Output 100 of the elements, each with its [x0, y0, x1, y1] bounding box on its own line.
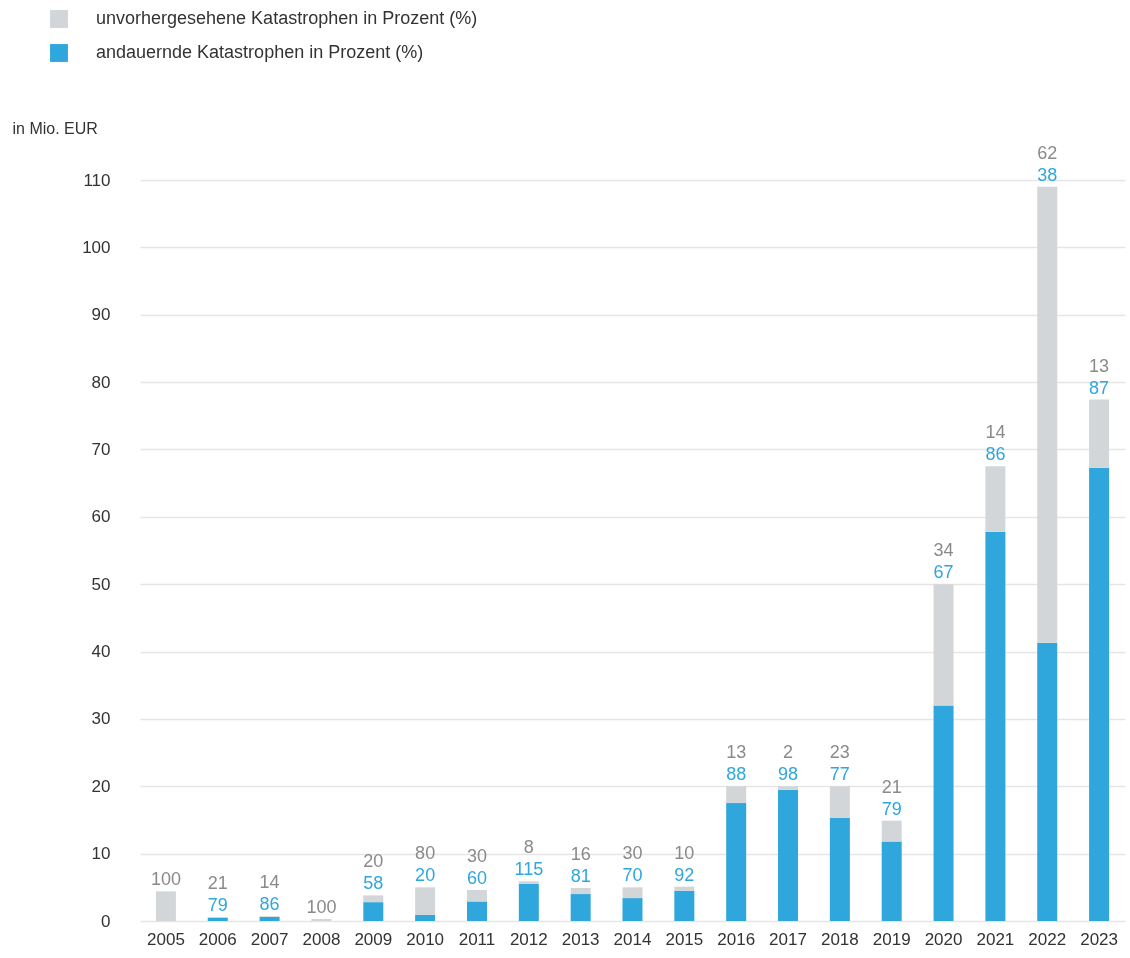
- y-tick-label: 100: [82, 237, 111, 257]
- annotation: 88: [726, 764, 747, 785]
- bar: [466, 901, 487, 921]
- annotation: 30: [466, 846, 487, 867]
- x-tick-label: 2011: [458, 929, 496, 949]
- y-tick-label: 0: [101, 911, 111, 931]
- annotation: 77: [829, 764, 850, 785]
- annotation: 13: [726, 742, 747, 763]
- y-tick-label: 70: [91, 439, 111, 459]
- x-tick-label: 2014: [613, 929, 652, 949]
- x-tick-label: 2013: [561, 929, 600, 949]
- bar: [363, 895, 384, 903]
- annotation: 38: [1037, 164, 1058, 185]
- y-axis-title: in Mio. EUR: [12, 119, 98, 137]
- bar: [622, 887, 643, 899]
- annotation: 30: [622, 843, 643, 864]
- y-tick-label: 90: [91, 305, 111, 325]
- y-tick-label: 10: [91, 844, 111, 864]
- bar: [933, 584, 954, 706]
- x-tick-label: 2007: [250, 929, 289, 949]
- x-tick-label: 2006: [198, 929, 237, 949]
- x-tick-label: 2018: [820, 929, 859, 949]
- bar: [570, 887, 591, 895]
- bar: [881, 820, 902, 842]
- bar: [155, 891, 176, 921]
- annotation: 81: [570, 865, 591, 886]
- bar: [622, 898, 643, 921]
- bar: [518, 883, 539, 921]
- annotation: 2: [783, 742, 794, 763]
- bar: [1089, 399, 1110, 468]
- x-tick-label: 2015: [665, 929, 704, 949]
- y-tick-label: 110: [83, 170, 111, 190]
- y-tick-label: 50: [91, 574, 111, 594]
- x-tick-label: 2010: [406, 929, 445, 949]
- annotation: 60: [466, 868, 487, 889]
- legend-label: andauernde Katastrophen in Prozent (%): [96, 42, 424, 62]
- annotation: 23: [829, 742, 850, 763]
- annotation: 86: [985, 444, 1006, 465]
- annotation: 79: [207, 894, 228, 915]
- annotation: 21: [207, 872, 228, 893]
- bar: [778, 789, 799, 921]
- x-tick-label: 2023: [1080, 929, 1118, 949]
- x-tick-label: 2019: [872, 929, 911, 949]
- annotation: 34: [933, 540, 954, 561]
- annotation: 20: [363, 851, 384, 872]
- annotation: 67: [933, 562, 954, 583]
- bar: [726, 803, 747, 921]
- annotation: 58: [363, 873, 384, 894]
- bar: [1037, 186, 1058, 643]
- bar: [259, 916, 280, 921]
- annotation: 86: [259, 894, 280, 915]
- x-tick-label: 2016: [717, 929, 756, 949]
- annotation: 13: [1089, 355, 1110, 376]
- annotation: 21: [881, 776, 902, 797]
- y-tick-label: 80: [91, 372, 111, 392]
- bar: [778, 786, 799, 790]
- annotation: 14: [985, 422, 1006, 443]
- bar: [363, 902, 384, 921]
- annotation: 16: [570, 843, 591, 864]
- bar: [1037, 642, 1058, 921]
- legend-label: unvorhergesehene Katastrophen in Prozent (%): [96, 8, 478, 28]
- y-tick-label: 30: [91, 709, 111, 729]
- bar: [674, 890, 695, 921]
- bar: [726, 786, 747, 804]
- x-tick-label: 2020: [924, 929, 963, 949]
- bar: [829, 817, 850, 921]
- y-tick-label: 20: [91, 776, 111, 796]
- x-tick-label: 2009: [354, 929, 393, 949]
- x-tick-label: 2022: [1028, 929, 1067, 949]
- annotation: 80: [415, 843, 436, 864]
- bar: [1089, 467, 1110, 921]
- bar: [881, 841, 902, 921]
- x-tick-label: 2008: [302, 929, 341, 949]
- bar: [985, 466, 1006, 532]
- annotation: 115: [514, 859, 544, 880]
- x-tick-label: 2005: [147, 929, 185, 949]
- bar: [466, 890, 487, 902]
- annotation: 62: [1037, 142, 1058, 163]
- annotation: 20: [415, 865, 436, 886]
- annotation: 100: [150, 869, 181, 890]
- bar: [518, 881, 539, 884]
- bar: [985, 531, 1006, 921]
- annotation: 100: [306, 896, 337, 917]
- annotation: 8: [523, 837, 534, 858]
- x-tick-label: 2021: [976, 929, 1015, 949]
- annotation: 98: [778, 764, 799, 785]
- y-tick-label: 40: [91, 642, 111, 662]
- annotation: 14: [259, 872, 280, 893]
- bar: [415, 914, 436, 921]
- bar: [570, 894, 591, 921]
- bar: [311, 918, 332, 921]
- annotation: 92: [674, 864, 695, 885]
- annotation: 70: [622, 865, 643, 886]
- bar: [415, 887, 436, 915]
- x-tick-label: 2017: [769, 929, 807, 949]
- bar: [829, 786, 850, 818]
- bar: [674, 886, 695, 891]
- annotation: 87: [1089, 377, 1110, 398]
- annotation: 79: [881, 798, 902, 819]
- bar: [933, 705, 954, 921]
